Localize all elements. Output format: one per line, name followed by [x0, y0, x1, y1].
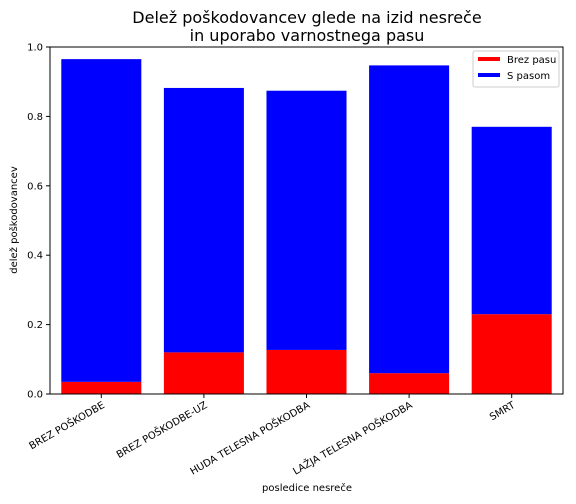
legend-swatch-s-pasom: [478, 73, 500, 77]
bar-s-pasom-3: [369, 65, 450, 374]
x-tick-label: SMRT: [488, 400, 518, 424]
bar-brez-pasu-2: [266, 349, 347, 394]
bar-s-pasom-2: [266, 90, 347, 350]
y-tick-label: 0.8: [27, 112, 43, 123]
bars-group: [61, 59, 552, 394]
y-axis-label: delež poškodovancev: [8, 166, 20, 274]
legend: Brez pasu S pasom: [472, 50, 560, 88]
y-tick-label: 0.4: [27, 251, 43, 262]
legend-swatch-brez-pasu: [478, 57, 500, 61]
y-tick-label: 1.0: [27, 43, 43, 54]
bar-brez-pasu-3: [369, 373, 450, 394]
y-tick-label: 0.2: [27, 320, 43, 331]
legend-label-brez-pasu: Brez pasu: [507, 55, 556, 66]
legend-label-s-pasom: S pasom: [507, 71, 550, 82]
x-tick-label: BREZ POŠKODBE-UZ: [114, 398, 210, 461]
chart-title-line1: Delež poškodovancev glede na izid nesreč…: [132, 8, 481, 27]
bar-brez-pasu-0: [61, 381, 142, 394]
y-tick-label: 0.6: [27, 181, 43, 192]
bar-brez-pasu-4: [471, 314, 552, 394]
y-axis: 0.0 0.2 0.4 0.6 0.8 1.0: [27, 43, 50, 401]
bar-s-pasom-1: [163, 87, 244, 353]
bar-brez-pasu-1: [163, 352, 244, 394]
chart-title-line2: in uporabo varnostnega pasu: [190, 26, 425, 45]
bar-s-pasom-0: [61, 59, 142, 382]
y-tick-label: 0.0: [27, 390, 43, 401]
x-axis-label: posledice nesreče: [262, 482, 352, 494]
bar-s-pasom-4: [471, 126, 552, 315]
x-tick-label: BREZ POŠKODBE: [27, 398, 107, 452]
